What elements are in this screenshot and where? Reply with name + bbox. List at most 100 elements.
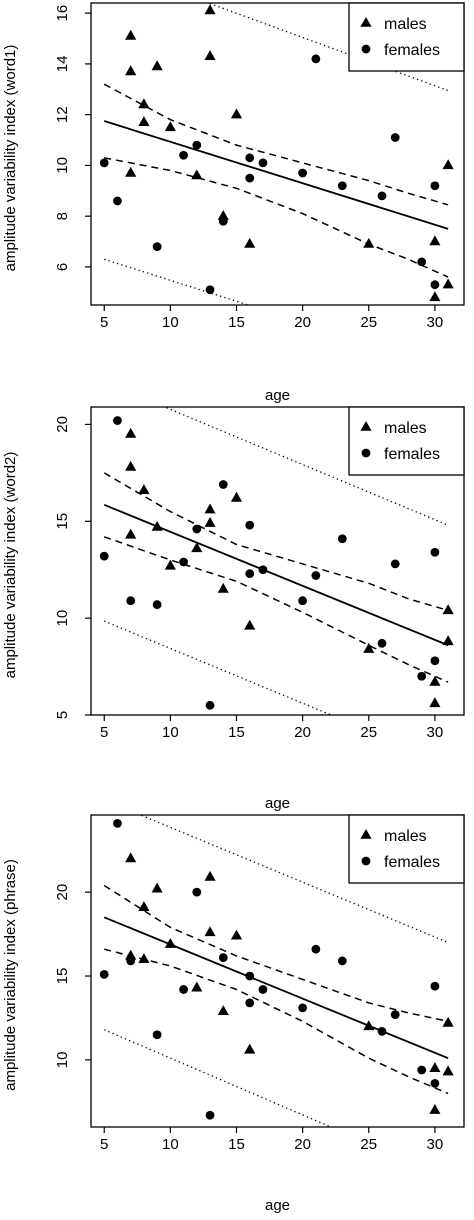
- point-male: [429, 235, 441, 246]
- point-female: [245, 520, 255, 530]
- legend-circle-icon: [361, 44, 371, 54]
- point-female: [205, 700, 215, 710]
- point-male: [204, 4, 216, 15]
- point-female: [179, 557, 188, 567]
- point-female: [258, 158, 268, 168]
- point-male: [204, 517, 216, 527]
- legend: males females: [348, 406, 465, 476]
- y-tick-label: 10: [54, 157, 71, 174]
- confidence-band-upper: [103, 83, 449, 206]
- x-tick-label: 10: [162, 1136, 179, 1153]
- point-female: [390, 133, 400, 142]
- point-female: [390, 1010, 400, 1020]
- point-female: [430, 656, 440, 666]
- prediction-band-lower: [104, 258, 251, 305]
- legend-triangle-icon: [360, 829, 372, 839]
- x-tick-label: 30: [427, 724, 444, 741]
- confidence-band-upper: [103, 472, 449, 612]
- legend-circle-icon: [361, 856, 371, 866]
- x-tick-label: 15: [228, 314, 245, 331]
- point-female: [152, 600, 162, 609]
- point-male: [429, 1104, 441, 1114]
- point-female: [430, 181, 440, 191]
- point-male: [442, 1016, 454, 1027]
- x-tick-label: 10: [162, 314, 179, 331]
- point-male: [138, 953, 150, 963]
- legend-circle-icon: [361, 448, 371, 458]
- point-female: [311, 944, 321, 954]
- point-male: [125, 528, 137, 539]
- x-tick-label: 10: [162, 724, 179, 741]
- point-female: [126, 596, 136, 606]
- x-tick-label: 30: [427, 1136, 444, 1153]
- x-tick-label: 20: [294, 314, 311, 331]
- point-male: [151, 882, 163, 893]
- point-male: [442, 1065, 454, 1076]
- confidence-band-lower: [104, 157, 449, 278]
- point-female: [298, 168, 308, 178]
- x-tick-label: 15: [228, 1136, 245, 1153]
- point-male: [125, 29, 137, 40]
- point-male: [363, 642, 375, 653]
- point-female: [377, 191, 387, 201]
- point-male: [363, 237, 375, 248]
- plot-area: [99, 815, 454, 1127]
- point-male: [138, 484, 150, 494]
- prediction-band-upper: [162, 407, 449, 526]
- y-tick-label: 20: [54, 416, 71, 433]
- x-tick-label: 25: [360, 1136, 377, 1153]
- prediction-band-lower: [103, 1029, 333, 1127]
- point-female: [417, 1065, 427, 1075]
- point-female: [311, 571, 321, 580]
- point-female: [99, 551, 109, 561]
- point-male: [204, 50, 216, 60]
- point-female: [298, 596, 308, 606]
- point-female: [390, 559, 400, 569]
- panel-word1: 5 10 15 20 25 30 6 8 10 12 14 16 age amplitude variab…: [2, 2, 465, 404]
- x-tick-label: 5: [100, 724, 108, 741]
- legend-label: males: [384, 420, 427, 437]
- point-male: [138, 901, 150, 911]
- point-female: [430, 1078, 440, 1088]
- legend-label: males: [384, 828, 427, 845]
- point-female: [337, 181, 347, 191]
- x-tick-label: 20: [294, 724, 311, 741]
- point-female: [218, 216, 228, 226]
- y-axis-title: amplitude variability index (phrase): [2, 859, 19, 1091]
- point-male: [151, 520, 163, 531]
- x-axis-title: age: [265, 1197, 290, 1214]
- legend-label: males: [384, 16, 427, 33]
- point-male: [164, 559, 176, 570]
- point-female: [192, 524, 202, 534]
- plot-frame: [90, 2, 465, 306]
- x-axis-title: age: [265, 387, 290, 404]
- legend-box: [348, 406, 465, 476]
- legend: males females: [348, 2, 465, 72]
- y-tick-label: 15: [54, 968, 71, 985]
- y-tick-label: 5: [54, 711, 71, 719]
- point-male: [164, 938, 176, 948]
- point-female: [218, 480, 228, 489]
- point-female: [311, 54, 321, 64]
- x-tick-label: 30: [427, 314, 444, 331]
- point-male: [125, 852, 137, 863]
- point-female: [377, 1026, 387, 1036]
- plot-frame: [90, 406, 465, 716]
- point-female: [298, 1003, 308, 1013]
- point-female: [430, 981, 440, 991]
- point-male: [151, 60, 163, 71]
- point-female: [205, 285, 215, 295]
- point-female: [417, 257, 427, 267]
- point-female: [113, 416, 122, 425]
- point-female: [113, 196, 122, 206]
- point-male: [204, 870, 216, 881]
- confidence-band-upper: [103, 884, 449, 1023]
- y-tick-label: 20: [54, 884, 71, 901]
- point-male: [191, 542, 203, 553]
- point-female: [258, 565, 268, 575]
- point-male: [217, 210, 229, 220]
- y-tick-label: 14: [54, 56, 71, 73]
- point-male: [217, 1005, 229, 1015]
- regression-line: [103, 120, 449, 230]
